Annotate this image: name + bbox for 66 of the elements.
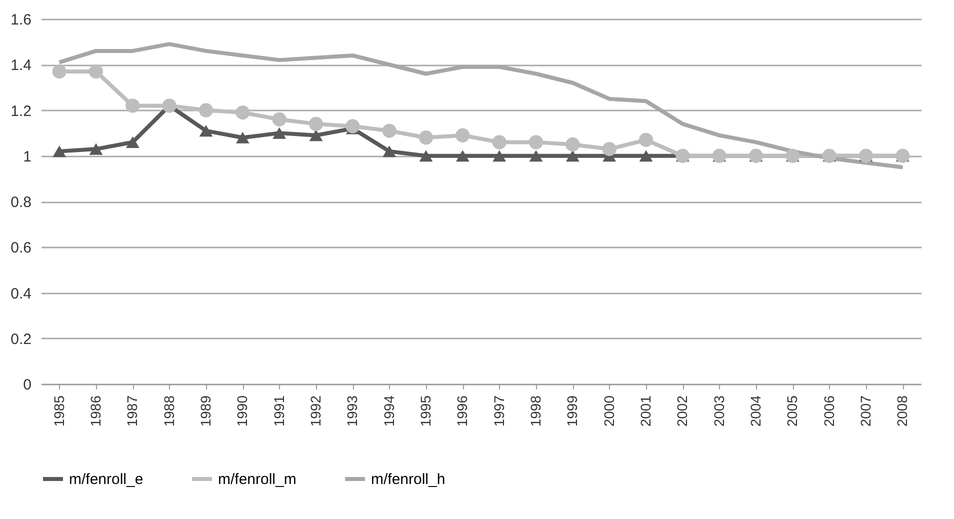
point [492,135,506,150]
point [199,124,213,137]
y-tick-label: 0.6 [10,240,32,257]
x-tick-label: 1986 [88,395,104,427]
x-tick-label: 1988 [160,395,177,427]
x-tick-label: 2006 [820,395,837,427]
x-tick-label: 1985 [50,395,67,427]
point [492,150,506,162]
legend-label: m/fenroll_m [218,471,296,488]
point [638,132,654,147]
point [418,130,434,145]
y-tick-label: 1.6 [10,12,32,28]
point [236,105,250,120]
y-tick-label: 1 [23,148,32,166]
point [639,150,653,162]
point [89,143,103,155]
x-tick-label: 1999 [564,395,580,427]
y-tick-label: 0 [23,376,32,394]
point [419,150,433,162]
x-tick-label: 2003 [710,395,727,427]
point [566,137,580,152]
point [126,98,140,113]
x-tick-label: 2008 [894,395,910,427]
point [272,112,286,126]
point [456,150,470,162]
legend-label: m/fenroll_e [69,471,144,488]
x-tick-label: 2002 [674,395,690,427]
y-tick-label: 0.8 [10,194,32,211]
x-tick-label: 2001 [638,395,654,427]
x-tick-label: 1990 [234,395,250,427]
point [52,146,66,158]
y-tick-label: 0.4 [10,285,32,302]
point [528,135,544,150]
point [236,132,250,144]
point [602,142,616,156]
x-tick-label: 2007 [858,395,874,427]
point [126,136,140,148]
point [382,124,396,138]
y-tick-label: 1.2 [10,102,32,120]
x-tick-label: 1998 [528,395,544,427]
point [272,127,286,139]
point [529,150,543,162]
x-tick-label: 1994 [380,395,397,427]
x-tick-label: 1993 [344,395,360,427]
point [382,146,396,158]
x-tick-label: 1995 [418,395,434,427]
x-tick-label: 2000 [600,395,617,427]
x-tick-label: 1991 [270,395,287,427]
y-tick-label: 1.4 [10,57,32,74]
point [88,64,104,79]
legend-label: m/fenroll_h [371,471,446,488]
point [198,103,214,118]
point [346,119,360,134]
y-tick-label: 0.2 [10,330,32,348]
x-tick-label: 1987 [124,395,140,427]
point [308,116,324,131]
x-tick-label: 2004 [748,395,764,427]
x-tick-label: 1996 [454,395,470,427]
point [566,150,580,162]
x-tick-label: 1992 [308,395,324,427]
x-tick-label: 1989 [198,395,214,427]
point [52,64,66,79]
x-tick-label: 1997 [490,395,507,427]
point [456,128,470,142]
x-tick-label: 2005 [784,395,800,427]
point [309,130,323,142]
